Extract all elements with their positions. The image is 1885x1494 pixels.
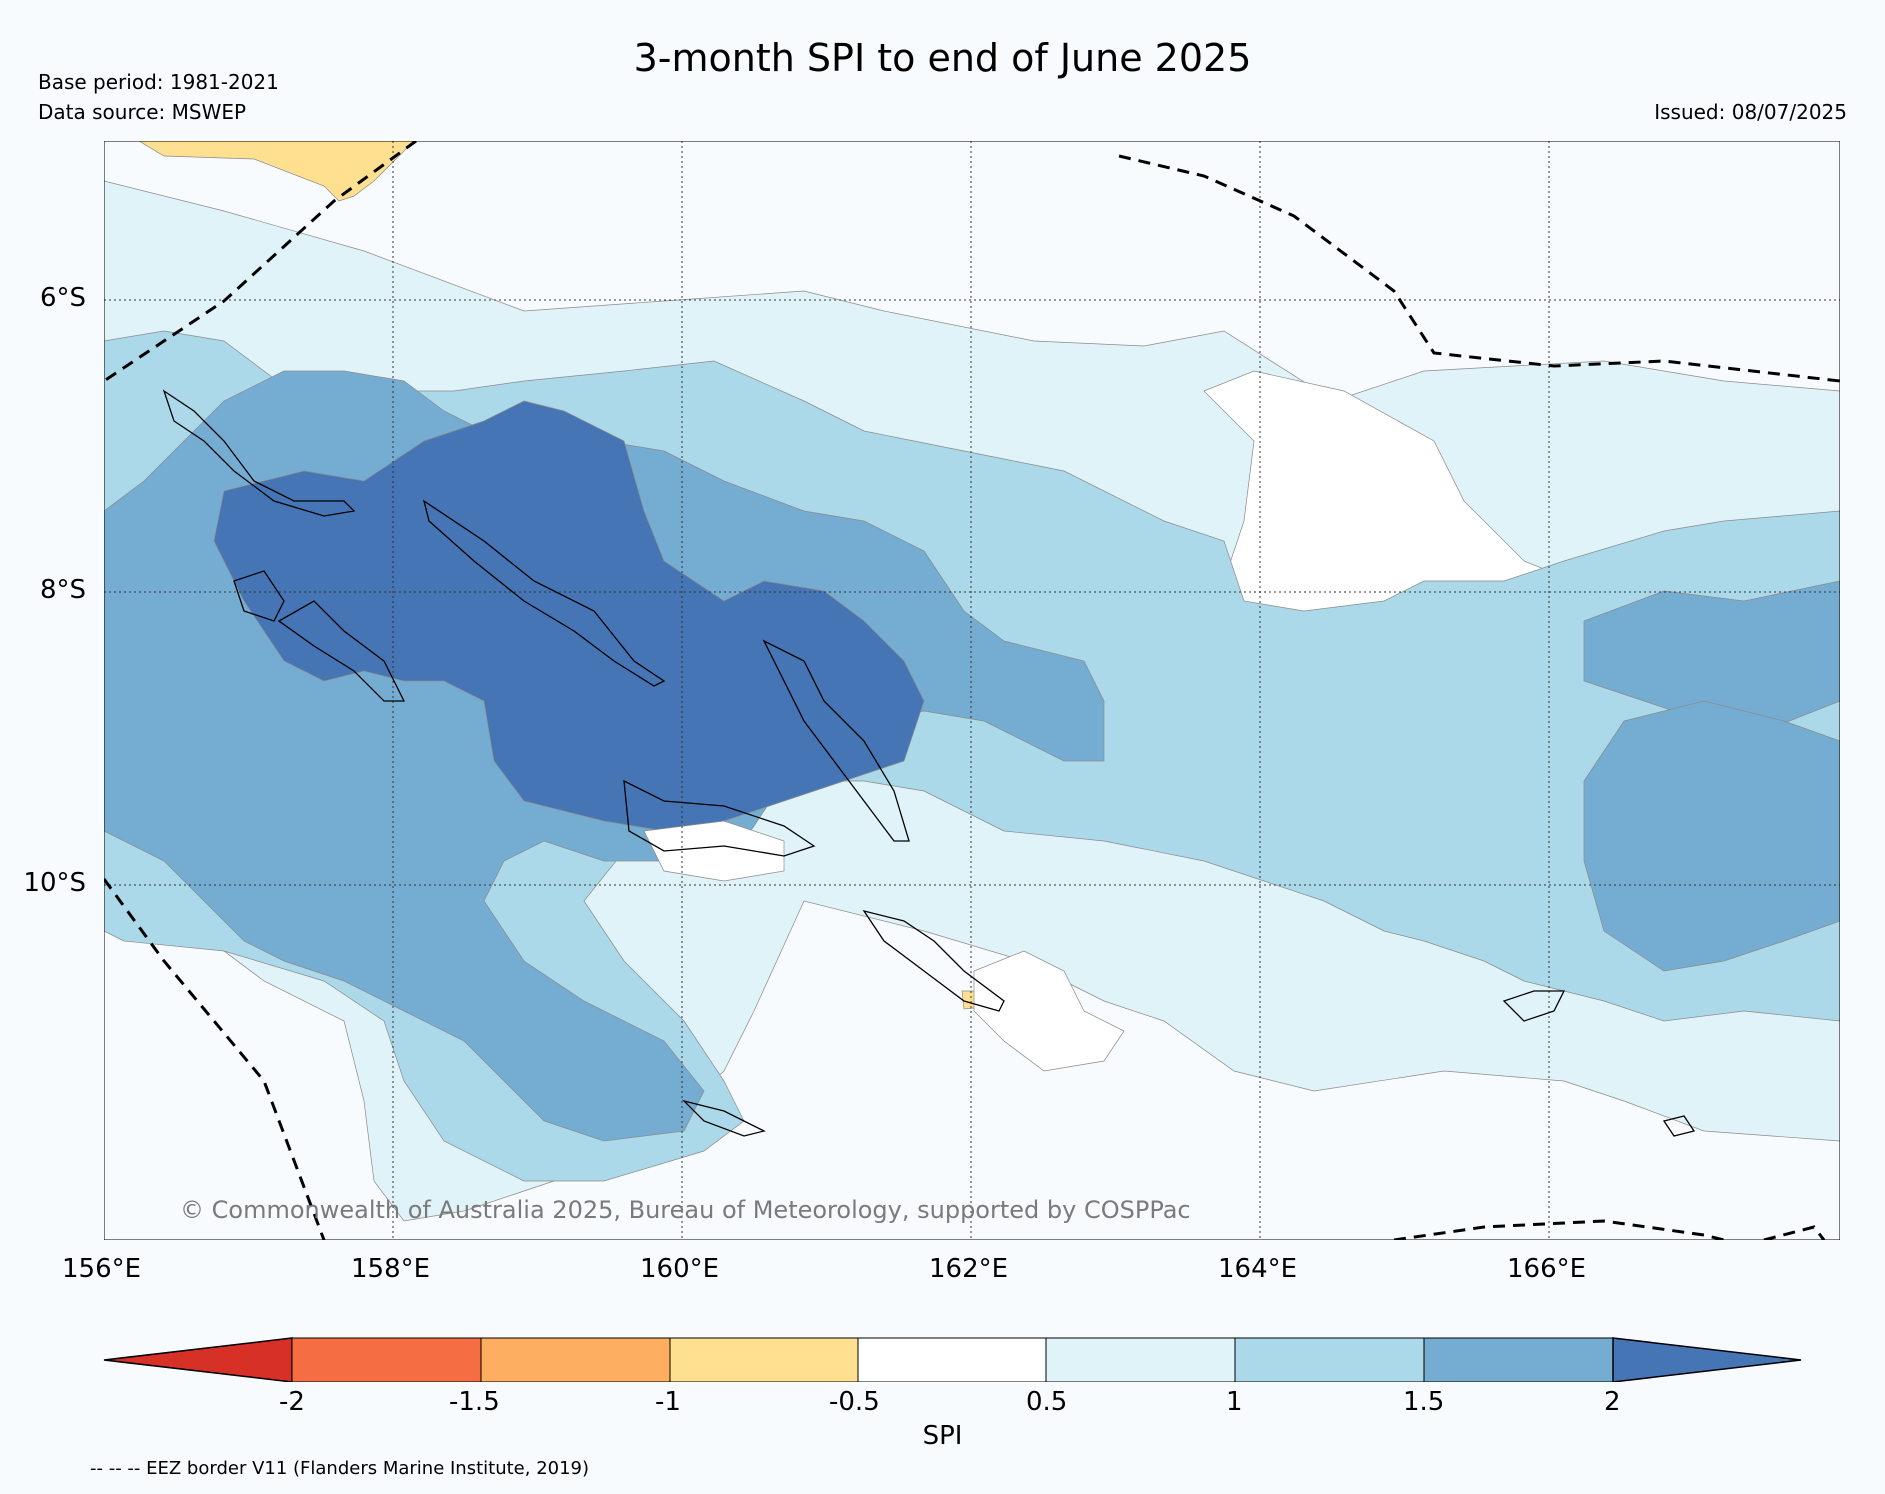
lat-label-8s: 8°S	[39, 575, 86, 605]
santa-isabel-coast	[422, 499, 666, 687]
rennell-coast	[681, 1099, 766, 1137]
map-title: 3-month SPI to end of June 2025	[633, 36, 1252, 80]
colorbar-bin-above-2	[1612, 1337, 1802, 1382]
lon-label-158e: 158°E	[351, 1254, 431, 1284]
colorbar-bin-below-2	[103, 1337, 293, 1382]
colorbar-tick-0.5: 0.5	[1026, 1387, 1068, 1417]
copyright-notice: © Commonwealth of Australia 2025, Bureau…	[180, 1196, 1191, 1224]
colorbar-tick-neg1.5: -1.5	[449, 1387, 500, 1417]
gridlines	[104, 141, 1840, 1240]
eez-legend-note: -- -- -- EEZ border V11 (Flanders Marine…	[90, 1458, 590, 1479]
contour-1.5-2-east	[1583, 580, 1840, 732]
colorbar-bin-2-1.5	[291, 1337, 482, 1382]
eez-borders	[104, 141, 1840, 1240]
colorbar-bin-1.5-2	[1423, 1337, 1614, 1382]
lat-label-6s: 6°S	[39, 283, 86, 313]
contour-above-2	[213, 400, 925, 832]
guadalcanal-coast	[623, 779, 816, 857]
lat-label-10s: 10°S	[23, 868, 86, 898]
issued-date-label: Issued: 08/07/2025	[1654, 100, 1847, 124]
lon-label-166e: 166°E	[1507, 1254, 1587, 1284]
eez-border-se	[1393, 1219, 1725, 1240]
spi-map	[104, 141, 1840, 1240]
malaita-coast	[762, 639, 910, 842]
colorbar-tick-neg1: -1	[655, 1387, 681, 1417]
eez-border-nw	[104, 141, 417, 383]
colorbar-tick-neg0.5: -0.5	[829, 1387, 880, 1417]
lon-label-160e: 160°E	[640, 1254, 720, 1284]
contour-dry-north	[138, 141, 415, 202]
contour-1.5-2-se	[1583, 700, 1840, 972]
coastlines	[162, 389, 1696, 1137]
colorbar-bin-neutral	[857, 1337, 1047, 1382]
spi-contours	[104, 141, 1840, 1222]
bougainville-coast	[162, 389, 356, 517]
colorbar-tick-1: 1	[1226, 1387, 1243, 1417]
eez-border-se2	[1763, 1225, 1826, 1240]
choiseul-coast	[233, 570, 285, 622]
new-georgia-coast	[277, 600, 406, 702]
lon-label-164e: 164°E	[1218, 1254, 1298, 1284]
colorbar-bin-1-0.5	[669, 1337, 859, 1382]
eez-border-ne	[1118, 154, 1840, 383]
contour-white-2	[973, 950, 1125, 1072]
base-period-label: Base period: 1981-2021	[38, 70, 279, 94]
colorbar-bin-1-1.5	[1234, 1337, 1425, 1382]
lon-label-156e: 156°E	[62, 1254, 142, 1284]
spi-colorbar	[103, 1337, 1802, 1382]
colorbar-tick-2: 2	[1604, 1387, 1621, 1417]
lon-label-162e: 162°E	[929, 1254, 1009, 1284]
southeast-islet-coast	[1662, 1115, 1696, 1137]
colorbar-title: SPI	[922, 1421, 963, 1451]
contour-white-pocket	[643, 820, 785, 882]
colorbar-tick-neg2: -2	[279, 1387, 305, 1417]
eez-border-sw	[104, 878, 326, 1240]
data-source-label: Data source: MSWEP	[38, 100, 247, 124]
colorbar-tick-1.5: 1.5	[1403, 1387, 1445, 1417]
colorbar-bin-0.5-1	[1045, 1337, 1236, 1382]
makira-coast	[862, 909, 1005, 1012]
santa-cruz-coast	[1502, 990, 1566, 1022]
colorbar-bin-1.5-1	[480, 1337, 671, 1382]
